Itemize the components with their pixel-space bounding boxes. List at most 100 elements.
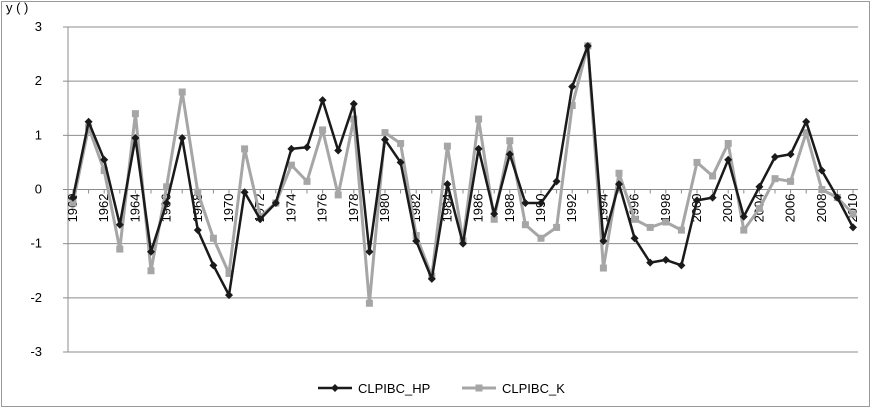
data-point-CLPIBC_HP: [100, 155, 109, 164]
data-point-CLPIBC_K: [194, 188, 202, 196]
data-series: [69, 41, 857, 307]
x-tick-label: 1980: [377, 194, 392, 223]
data-point-CLPIBC_HP: [505, 150, 514, 159]
data-point-CLPIBC_K: [241, 145, 249, 153]
data-point-CLPIBC_HP: [568, 82, 577, 91]
data-point-CLPIBC_HP: [615, 180, 623, 189]
data-point-CLPIBC_HP: [193, 226, 202, 235]
data-point-CLPIBC_HP: [84, 117, 93, 126]
y-tick-label: -3: [30, 344, 42, 359]
data-point-CLPIBC_K: [662, 218, 670, 226]
data-point-CLPIBC_HP: [225, 291, 233, 300]
data-point-CLPIBC_K: [724, 139, 732, 147]
data-point-CLPIBC_K: [365, 299, 373, 307]
data-point-CLPIBC_K: [319, 126, 327, 134]
data-point-CLPIBC_K: [381, 129, 389, 137]
data-point-CLPIBC_HP: [365, 247, 374, 256]
chart-title-fragment: y ( ): [6, 0, 28, 15]
data-point-CLPIBC_HP: [209, 261, 218, 270]
data-point-CLPIBC_K: [677, 226, 685, 234]
x-tick-label: 1970: [221, 194, 236, 223]
data-point-CLPIBC_HP: [755, 182, 764, 191]
data-point-CLPIBC_K: [631, 215, 639, 223]
x-tick-label: 1986: [471, 194, 486, 223]
x-tick-label: 1978: [346, 194, 361, 223]
data-point-CLPIBC_HP: [459, 239, 467, 248]
data-point-CLPIBC_K: [740, 226, 748, 234]
y-tick-label: 1: [35, 127, 42, 142]
data-point-CLPIBC_HP: [771, 153, 779, 161]
data-point-CLPIBC_K: [350, 115, 358, 123]
data-point-CLPIBC_K: [303, 177, 311, 185]
legend-swatch-marker: [475, 384, 483, 392]
data-point-CLPIBC_K: [69, 199, 77, 207]
data-point-CLPIBC_HP: [521, 199, 530, 208]
data-point-CLPIBC_HP: [661, 255, 670, 264]
data-point-CLPIBC_HP: [427, 274, 436, 283]
data-point-CLPIBC_HP: [849, 223, 857, 232]
data-point-CLPIBC_K: [849, 210, 857, 218]
data-point-CLPIBC_K: [646, 223, 654, 231]
data-point-CLPIBC_K: [131, 110, 139, 118]
data-point-CLPIBC_HP: [817, 166, 826, 175]
data-point-CLPIBC_HP: [786, 150, 795, 159]
data-point-CLPIBC_K: [568, 102, 576, 110]
data-point-CLPIBC_HP: [162, 199, 171, 208]
data-point-CLPIBC_K: [818, 186, 826, 193]
data-point-CLPIBC_K: [163, 183, 171, 191]
data-point-CLPIBC_HP: [256, 215, 265, 224]
data-point-CLPIBC_K: [537, 234, 545, 242]
data-point-CLPIBC_HP: [693, 196, 701, 205]
x-tick-label: 1974: [283, 194, 298, 223]
data-point-CLPIBC_HP: [240, 188, 249, 197]
x-tick-label: 1976: [315, 194, 330, 223]
data-point-CLPIBC_HP: [271, 199, 280, 208]
data-point-CLPIBC_HP: [833, 193, 842, 202]
data-point-CLPIBC_K: [116, 245, 124, 253]
data-point-CLPIBC_K: [209, 234, 217, 242]
y-axis-tick-labels: 3 2 1 0 -1 -2 -3: [30, 19, 42, 359]
data-point-CLPIBC_HP: [646, 258, 655, 267]
data-point-CLPIBC_HP: [396, 158, 405, 167]
data-point-CLPIBC_HP: [552, 177, 561, 186]
data-point-CLPIBC_HP: [178, 134, 187, 143]
x-tick-label: 1990: [533, 194, 548, 223]
data-point-CLPIBC_HP: [802, 117, 811, 126]
x-tick-label: 1992: [564, 194, 579, 223]
data-point-CLPIBC_K: [334, 191, 342, 199]
legend-label: CLPIBC_HP: [358, 381, 430, 396]
axes: [63, 26, 858, 353]
legend-swatch-marker: [331, 384, 339, 392]
data-point-CLPIBC_K: [397, 139, 405, 147]
data-point-CLPIBC_K: [787, 177, 795, 185]
data-point-CLPIBC_HP: [381, 135, 389, 144]
data-point-CLPIBC_K: [178, 88, 186, 96]
data-point-CLPIBC_K: [802, 129, 810, 137]
data-point-CLPIBC_K: [755, 204, 763, 212]
y-tick-label: 0: [35, 182, 42, 197]
x-tick-label: 1998: [658, 194, 673, 223]
data-point-CLPIBC_K: [693, 158, 701, 166]
data-point-CLPIBC_HP: [739, 212, 748, 221]
data-point-CLPIBC_K: [147, 267, 155, 275]
legend: CLPIBC_HP CLPIBC_K: [318, 381, 565, 396]
x-tick-label: 2008: [814, 194, 829, 223]
x-tick-label: 1988: [502, 194, 517, 223]
data-point-CLPIBC_HP: [303, 143, 311, 152]
data-point-CLPIBC_HP: [583, 41, 592, 50]
data-point-CLPIBC_HP: [630, 234, 639, 243]
data-point-CLPIBC_HP: [677, 261, 686, 270]
data-point-CLPIBC_K: [443, 142, 451, 150]
data-point-CLPIBC_HP: [131, 134, 140, 143]
y-tick-label: -2: [30, 290, 42, 305]
data-point-CLPIBC_HP: [334, 146, 343, 155]
data-point-CLPIBC_HP: [287, 144, 296, 153]
data-point-CLPIBC_HP: [443, 180, 452, 189]
data-point-CLPIBC_K: [553, 223, 561, 231]
data-point-CLPIBC_HP: [599, 236, 608, 245]
x-tick-label: 2006: [783, 194, 798, 223]
x-tick-label: 1996: [627, 194, 642, 223]
x-tick-label: 1964: [127, 194, 142, 223]
